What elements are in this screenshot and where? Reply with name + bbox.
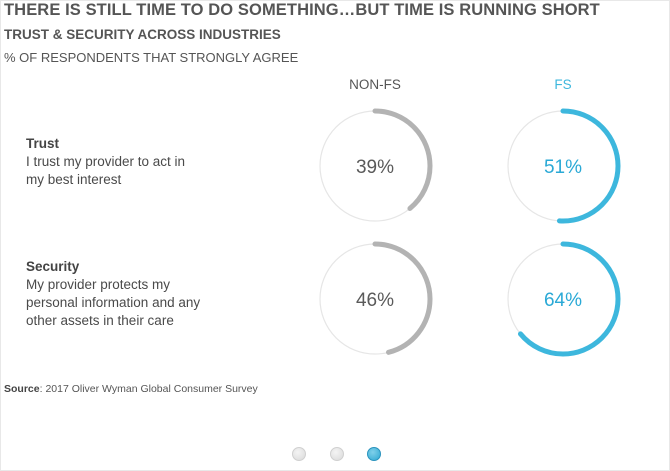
- donut-arc: [505, 108, 621, 224]
- pagination-dots: [292, 446, 382, 466]
- donut-value-label: 51%: [544, 157, 582, 178]
- chart-subtitle: TRUST & SECURITY ACROSS INDUSTRIES: [4, 27, 281, 42]
- row-title-security: Security: [26, 259, 80, 274]
- column-header-fs: FS: [554, 77, 572, 92]
- donut-arc: [317, 241, 433, 357]
- row-description-security: My provider protects my personal informa…: [26, 277, 201, 328]
- donut-trust-fs: 51%: [505, 108, 621, 224]
- donut-arc: [505, 241, 621, 357]
- row-title-trust: Trust: [26, 136, 60, 151]
- row-label-trust: Trust I trust my provider to act in my b…: [26, 135, 256, 189]
- donut-security-fs: 64%: [505, 241, 621, 357]
- row-description-trust: I trust my provider to act in my best in…: [26, 154, 186, 187]
- pagination-dot-1[interactable]: [292, 447, 306, 461]
- donut-value-label: 39%: [356, 157, 394, 178]
- donut-value-label: 46%: [356, 290, 394, 311]
- source-label: Source: [4, 383, 40, 395]
- donut-trust-non-fs: 39%: [317, 108, 433, 224]
- measure-label: % OF RESPONDENTS THAT STRONGLY AGREE: [4, 50, 299, 65]
- column-header-non-fs: NON-FS: [349, 77, 401, 92]
- chart-title: THERE IS STILL TIME TO DO SOMETHING…BUT …: [4, 1, 600, 19]
- source-text: : 2017 Oliver Wyman Global Consumer Surv…: [39, 383, 258, 395]
- donut-security-non-fs: 46%: [317, 241, 433, 357]
- donut-value-label: 64%: [544, 290, 582, 311]
- source-note: Source: 2017 Oliver Wyman Global Consume…: [4, 383, 258, 395]
- pagination-dot-3[interactable]: [367, 447, 381, 461]
- row-label-security: Security My provider protects my persona…: [26, 258, 256, 330]
- donut-arc: [317, 108, 433, 224]
- pagination-dot-2[interactable]: [330, 447, 344, 461]
